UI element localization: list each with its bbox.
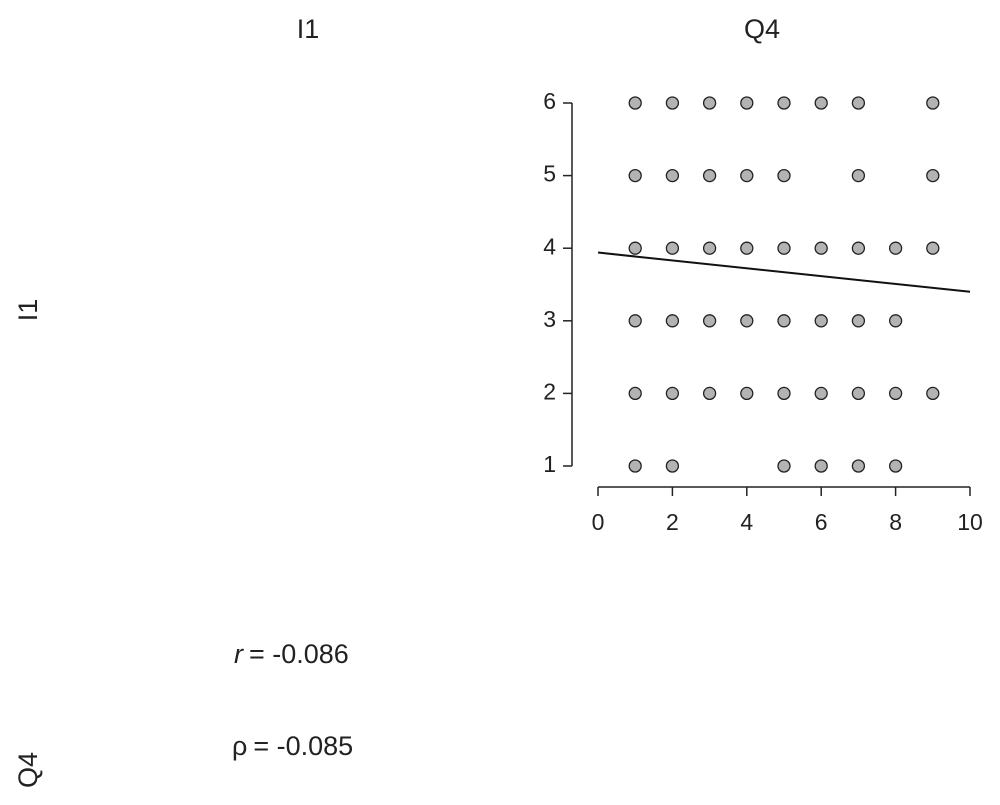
point — [740, 96, 754, 110]
point — [814, 386, 828, 401]
x-tick-label: 6 — [815, 509, 828, 535]
point — [740, 168, 754, 183]
point — [740, 386, 754, 401]
point — [740, 241, 754, 255]
x-tick-label: 8 — [889, 509, 902, 535]
point — [665, 241, 680, 255]
point — [628, 168, 642, 183]
symbol: r — [234, 639, 244, 669]
point — [628, 241, 642, 255]
point — [628, 386, 642, 401]
value: = -0.086 — [249, 639, 349, 669]
point — [926, 168, 940, 183]
point — [777, 168, 791, 183]
point — [851, 241, 866, 255]
y-tick-label: 6 — [543, 88, 556, 114]
point — [665, 168, 680, 183]
row-label: I1 — [13, 299, 43, 322]
point — [777, 241, 791, 255]
y-tick-label: 4 — [543, 233, 556, 259]
symbol: ρ — [232, 731, 247, 761]
spearman-annotation: ρ = -0.085 — [232, 731, 353, 761]
point — [926, 96, 940, 110]
column-label: Q4 — [744, 14, 780, 44]
point — [814, 459, 828, 473]
point — [665, 459, 680, 473]
point — [851, 314, 866, 328]
fit-line — [597, 251, 971, 293]
y-tick-label: 2 — [543, 378, 556, 404]
point — [888, 459, 903, 473]
point — [702, 314, 717, 328]
point — [702, 96, 717, 110]
pearson-annotation: r = -0.086 — [234, 639, 349, 669]
value: = -0.085 — [253, 731, 353, 761]
point — [702, 241, 717, 255]
point — [814, 96, 828, 110]
y-tick-label: 1 — [543, 451, 556, 477]
x-tick-label: 10 — [957, 509, 983, 535]
point — [777, 459, 791, 473]
point — [926, 241, 940, 255]
x-tick-label: 0 — [592, 509, 605, 535]
point — [628, 314, 642, 328]
point — [628, 459, 642, 473]
point — [702, 168, 717, 183]
point — [888, 241, 903, 255]
point — [851, 386, 866, 401]
column-label: I1 — [297, 14, 320, 44]
point — [665, 96, 680, 110]
row-label: Q4 — [13, 752, 43, 788]
point — [740, 314, 754, 328]
x-tick-label: 4 — [740, 509, 753, 535]
point — [777, 96, 791, 110]
point — [814, 241, 828, 255]
point — [777, 314, 791, 328]
point — [665, 386, 680, 401]
point — [665, 314, 680, 328]
point — [628, 96, 642, 110]
y-tick-label: 5 — [543, 161, 556, 187]
point — [702, 386, 717, 401]
point — [888, 314, 903, 328]
point — [851, 459, 866, 473]
point — [851, 96, 866, 110]
point — [926, 386, 940, 401]
y-tick-label: 3 — [543, 306, 556, 332]
point — [888, 386, 903, 401]
point — [814, 314, 828, 328]
point — [851, 168, 866, 183]
x-tick-label: 2 — [666, 509, 679, 535]
point — [777, 386, 791, 401]
